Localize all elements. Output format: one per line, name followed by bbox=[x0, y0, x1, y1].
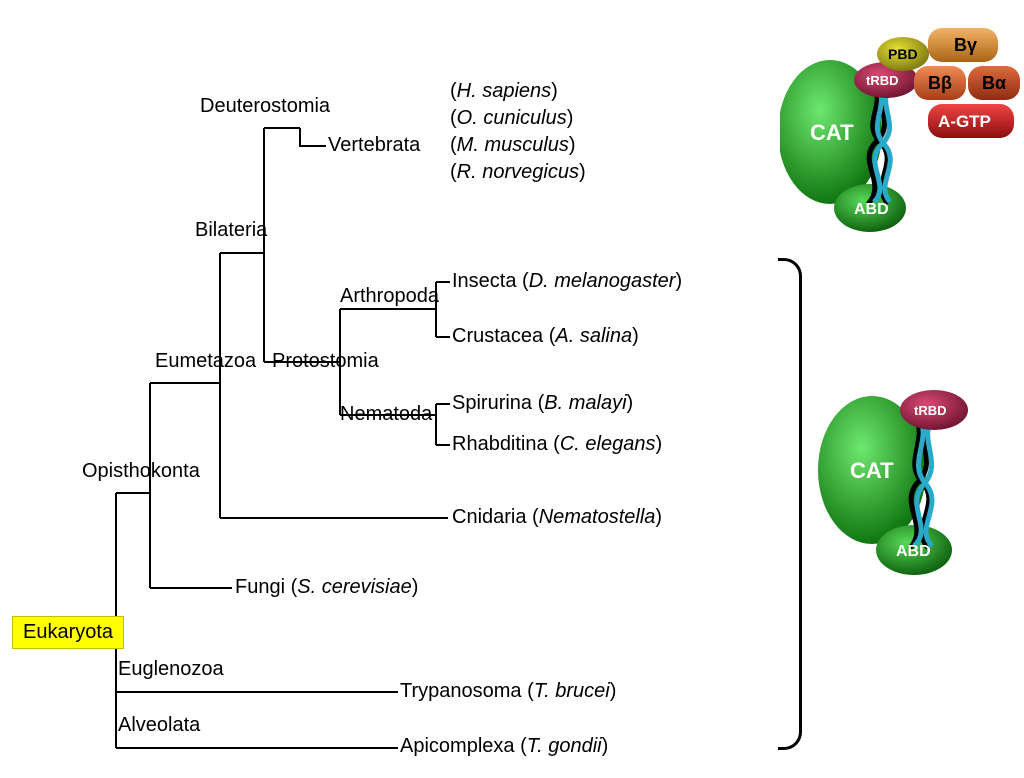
protein-complex-simple: CAT ABD tRBD bbox=[814, 370, 1024, 580]
node-eumetazoa: Eumetazoa bbox=[155, 350, 256, 373]
node-alveolata: Alveolata bbox=[118, 714, 200, 737]
leaf-crustacea: Crustacea (A. salina) bbox=[452, 325, 639, 348]
leaf-rhabditina: Rhabditina (C. elegans) bbox=[452, 433, 662, 456]
svg-text:tRBD: tRBD bbox=[866, 73, 899, 88]
vertebrata-species: (H. sapiens) (O. cuniculus) (M. musculus… bbox=[450, 78, 586, 186]
svg-text:tRBD: tRBD bbox=[914, 403, 947, 418]
leaf-spirurina: Spirurina (B. malayi) bbox=[452, 392, 633, 415]
root-eukaryota: Eukaryota bbox=[12, 616, 124, 649]
leaf-fungi: Fungi (S. cerevisiae) bbox=[235, 576, 418, 599]
svg-text:Bβ: Bβ bbox=[928, 73, 952, 93]
node-nematoda: Nematoda bbox=[340, 403, 432, 426]
node-protostomia: Protostomia bbox=[272, 350, 379, 373]
clade-bracket bbox=[778, 258, 802, 750]
leaf-cnidaria: Cnidaria (Nematostella) bbox=[452, 506, 662, 529]
svg-text:CAT: CAT bbox=[850, 458, 894, 483]
node-deuterostomia: Deuterostomia bbox=[200, 95, 330, 118]
leaf-vertebrata: Vertebrata bbox=[328, 134, 420, 157]
node-arthropoda: Arthropoda bbox=[340, 285, 439, 308]
node-opisthokonta: Opisthokonta bbox=[82, 460, 200, 483]
leaf-trypanosoma: Trypanosoma (T. brucei) bbox=[400, 680, 616, 703]
node-bilateria: Bilateria bbox=[195, 219, 267, 242]
svg-text:A-GTP: A-GTP bbox=[938, 112, 991, 131]
svg-text:Bα: Bα bbox=[982, 73, 1006, 93]
svg-text:ABD: ABD bbox=[896, 543, 931, 560]
leaf-apicomplexa: Apicomplexa (T. gondii) bbox=[400, 735, 608, 758]
svg-text:CAT: CAT bbox=[810, 120, 854, 145]
protein-complex-full: CAT ABD tRBD PBD Bγ Bβ Bα A-GTP bbox=[780, 22, 1020, 232]
leaf-insecta: Insecta (D. melanogaster) bbox=[452, 270, 682, 293]
svg-text:PBD: PBD bbox=[888, 46, 918, 62]
svg-text:Bγ: Bγ bbox=[954, 35, 977, 55]
node-euglenozoa: Euglenozoa bbox=[118, 658, 224, 681]
svg-text:ABD: ABD bbox=[854, 201, 889, 218]
